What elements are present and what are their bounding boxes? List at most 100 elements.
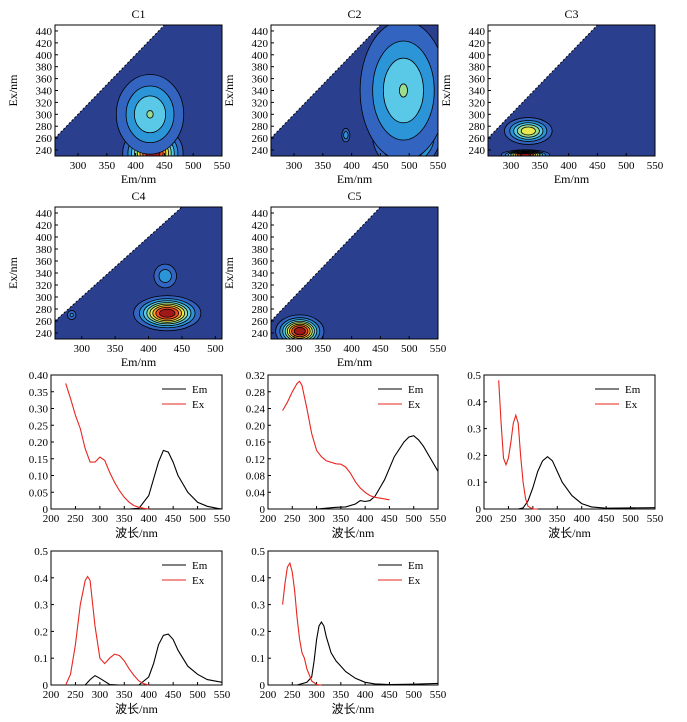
x-tick-label: 550 bbox=[214, 160, 231, 172]
y-tick-label: 420 bbox=[36, 38, 53, 50]
x-tick-label: 450 bbox=[381, 513, 398, 525]
contour-band bbox=[158, 269, 172, 283]
x-axis-label: 波长/nm bbox=[332, 526, 375, 540]
x-tick-label: 550 bbox=[214, 513, 231, 525]
x-tick-label: 450 bbox=[165, 513, 182, 525]
contour-band bbox=[398, 83, 408, 98]
y-tick-label: 340 bbox=[252, 268, 269, 280]
y-tick-label: 360 bbox=[36, 256, 53, 268]
y-tick-label: 420 bbox=[252, 220, 269, 232]
y-tick-label: 0.2 bbox=[467, 450, 481, 462]
y-tick-label: 300 bbox=[252, 292, 269, 304]
y-tick-label: 280 bbox=[36, 121, 53, 133]
y-axis-label: Ex/nm bbox=[6, 74, 20, 107]
spectrum-chart-1: 200 250 300 350 400 450 500 550 0 0.05 0.10 0.15 0.2… bbox=[29, 370, 231, 540]
y-tick-label: 0.3 bbox=[34, 600, 48, 612]
y-tick-label: 260 bbox=[36, 316, 53, 328]
y-tick-label: 300 bbox=[36, 292, 53, 304]
legend-label-ex: Ex bbox=[408, 575, 421, 587]
y-tick-label: 360 bbox=[252, 74, 269, 86]
y-axis-label: Ex/nm bbox=[6, 256, 20, 289]
series-line-em bbox=[75, 633, 223, 686]
y-tick-label: 320 bbox=[469, 97, 486, 109]
y-tick-label: 400 bbox=[469, 50, 486, 62]
x-tick-label: 550 bbox=[214, 689, 231, 701]
x-tick-label: 500 bbox=[622, 513, 639, 525]
x-tick-label: 400 bbox=[573, 513, 590, 525]
y-tick-label: 0.32 bbox=[246, 370, 265, 382]
masked-region bbox=[55, 25, 165, 139]
y-tick-label: 340 bbox=[252, 86, 269, 98]
y-tick-label: 0.4 bbox=[34, 573, 48, 585]
x-tick-label: 450 bbox=[598, 513, 615, 525]
x-tick-label: 350 bbox=[116, 689, 133, 701]
y-tick-label: 300 bbox=[36, 109, 53, 121]
y-tick-label: 380 bbox=[252, 244, 269, 256]
legend-label-ex: Ex bbox=[625, 399, 638, 411]
y-tick-label: 420 bbox=[469, 38, 486, 50]
y-tick-label: 380 bbox=[469, 62, 486, 74]
series-line-em bbox=[80, 449, 223, 510]
x-tick-label: 300 bbox=[286, 160, 303, 172]
y-tick-label: 0.28 bbox=[246, 387, 266, 399]
x-tick-label: 500 bbox=[207, 343, 224, 355]
contour-band bbox=[159, 308, 176, 318]
y-tick-label: 0.40 bbox=[29, 370, 49, 382]
x-tick-label: 500 bbox=[401, 160, 418, 172]
y-tick-label: 0.5 bbox=[251, 546, 265, 558]
y-tick-label: 420 bbox=[36, 220, 53, 232]
x-tick-label: 550 bbox=[647, 513, 664, 525]
masked-region bbox=[271, 207, 381, 321]
x-tick-label: 350 bbox=[333, 513, 350, 525]
y-tick-label: 0 bbox=[43, 504, 49, 516]
series-line-ex bbox=[498, 380, 538, 510]
y-tick-label: 360 bbox=[36, 74, 53, 86]
y-tick-label: 0.1 bbox=[467, 477, 481, 489]
y-tick-label: 300 bbox=[252, 109, 269, 121]
x-tick-label: 400 bbox=[357, 689, 374, 701]
y-tick-label: 300 bbox=[469, 109, 486, 121]
series-line-em bbox=[508, 455, 656, 510]
x-tick-label: 450 bbox=[165, 689, 182, 701]
y-tick-label: 0.16 bbox=[246, 437, 266, 449]
eem-title: C1 bbox=[131, 7, 145, 21]
y-tick-label: 260 bbox=[252, 316, 269, 328]
y-tick-label: 0 bbox=[260, 680, 266, 692]
y-tick-label: 260 bbox=[252, 133, 269, 145]
y-tick-label: 320 bbox=[36, 280, 53, 292]
contour-band bbox=[293, 327, 306, 336]
y-tick-label: 320 bbox=[252, 97, 269, 109]
series-line-ex bbox=[65, 575, 149, 686]
y-tick-label: 0.2 bbox=[251, 626, 265, 638]
x-tick-label: 500 bbox=[405, 689, 422, 701]
x-tick-label: 500 bbox=[189, 689, 206, 701]
y-tick-label: 0.08 bbox=[246, 471, 266, 483]
x-tick-label: 500 bbox=[401, 343, 418, 355]
legend-label-em: Em bbox=[408, 384, 424, 396]
spectrum-chart-5: 200 250 300 350 400 450 500 550 0 0.1 0.2 0.3 0.4 0.5… bbox=[251, 546, 447, 716]
y-tick-label: 440 bbox=[36, 26, 53, 38]
mask-edge bbox=[55, 207, 183, 322]
y-tick-label: 280 bbox=[252, 121, 269, 133]
y-tick-label: 320 bbox=[252, 280, 269, 292]
y-tick-label: 0.30 bbox=[29, 404, 49, 416]
x-tick-label: 400 bbox=[343, 343, 360, 355]
x-tick-label: 300 bbox=[73, 343, 90, 355]
y-tick-label: 240 bbox=[252, 328, 269, 340]
contour-band bbox=[69, 312, 74, 318]
y-tick-label: 360 bbox=[469, 74, 486, 86]
x-tick-label: 550 bbox=[430, 513, 447, 525]
y-tick-label: 280 bbox=[469, 121, 486, 133]
x-tick-label: 550 bbox=[430, 160, 447, 172]
x-tick-label: 250 bbox=[284, 513, 301, 525]
x-tick-label: 350 bbox=[107, 343, 124, 355]
legend-label-ex: Ex bbox=[408, 399, 421, 411]
x-tick-label: 350 bbox=[116, 513, 133, 525]
y-tick-label: 400 bbox=[252, 50, 269, 62]
x-axis-label: Em/nm bbox=[554, 172, 590, 186]
legend-label-em: Em bbox=[408, 560, 424, 572]
x-tick-label: 300 bbox=[308, 689, 325, 701]
series-line-em bbox=[296, 620, 439, 686]
